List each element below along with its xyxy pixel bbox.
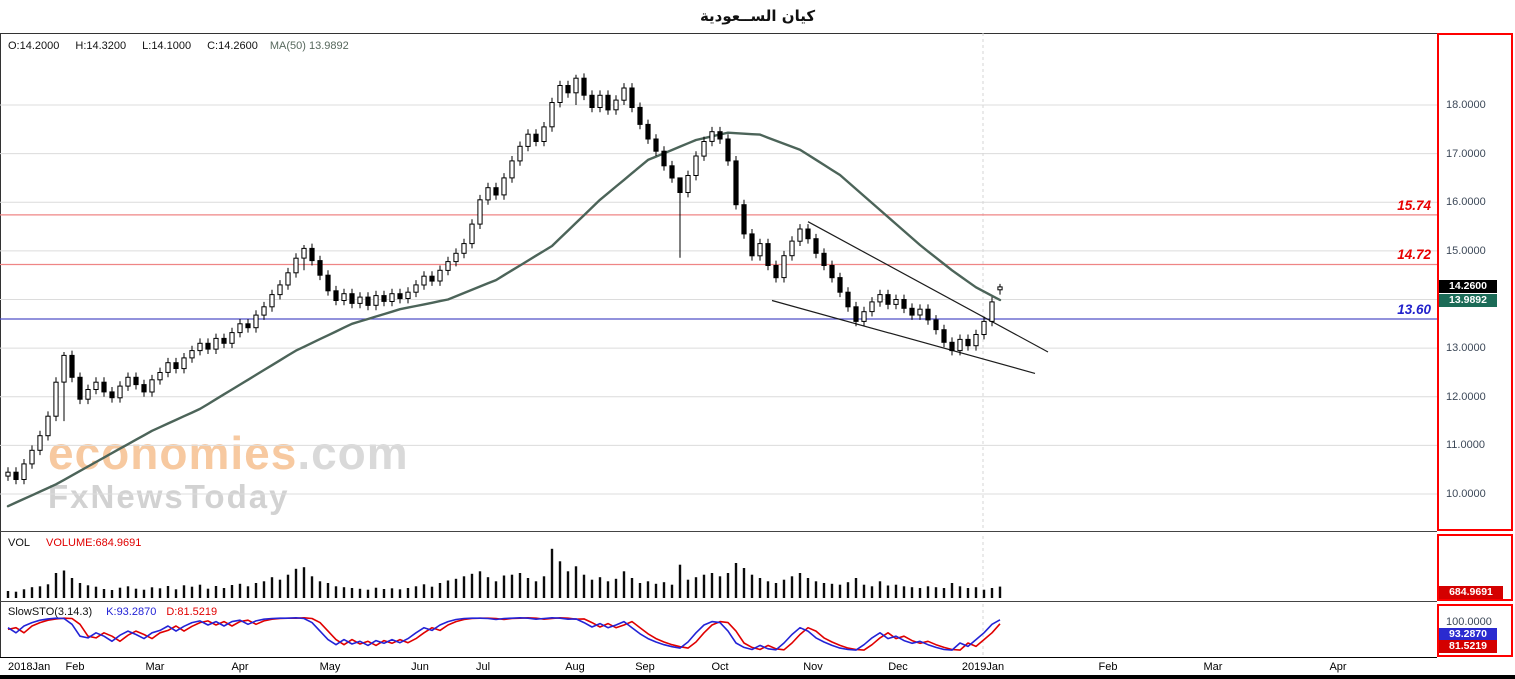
x-axis-label: Jun <box>411 661 429 673</box>
watermark-brand: economies.com <box>48 427 409 479</box>
candles <box>5 73 1003 485</box>
y-axis-label: 13.0000 <box>1446 342 1486 355</box>
d-line <box>7 617 1001 651</box>
y-axis-label: 12.0000 <box>1446 390 1486 403</box>
high-value: H:14.3200 <box>75 40 127 52</box>
x-axis-label: Jul <box>475 661 491 673</box>
open-value: O:14.2000 <box>8 40 60 52</box>
volume-value: VOLUME:684.9691 <box>46 537 142 549</box>
frame-sto-bottom <box>0 657 1437 658</box>
price-chart-canvas <box>0 33 1437 531</box>
level-label: 13.60 <box>1397 301 1431 317</box>
x-axis-label: Nov <box>803 661 823 673</box>
d-value: D:81.5219 <box>166 606 218 618</box>
volume-panel: VOL VOLUME:684.9691 <box>0 534 1437 601</box>
watermark-tagline: FxNewsToday <box>48 478 290 516</box>
y-axis-label: 17.0000 <box>1446 147 1486 160</box>
ma-value-badge: 13.9892 <box>1439 293 1497 307</box>
x-axis-label: Aug <box>565 661 585 673</box>
k-value-badge: 93.2870 <box>1439 628 1497 641</box>
volume-bars <box>6 548 1002 598</box>
stochastic-canvas <box>7 604 1001 657</box>
support-resistance-lines <box>0 214 1437 320</box>
y-axis-label: 16.0000 <box>1446 196 1486 209</box>
stochastic-panel: SlowSTO(3.14.3) K:93.2870 D:81.5219 <box>0 604 1437 657</box>
close-value: C:14.2600 <box>207 40 258 52</box>
stochastic-axis: 100.0000 93.2870 81.5219 0.0000 <box>1437 604 1513 657</box>
k-line <box>7 617 1001 651</box>
price-axis: 14.2600 13.9892 18.0000 17.0000 16.0000 15.… <box>1437 33 1513 531</box>
x-axis-label: Mar <box>1203 661 1223 673</box>
volume-value-badge: 684.9691 <box>1439 586 1503 599</box>
volume-header: VOL VOLUME:684.9691 <box>8 537 141 549</box>
volume-axis: 684.9691 <box>1437 534 1513 601</box>
ma50-line <box>6 131 1002 508</box>
frame-top <box>0 33 1437 34</box>
volume-label: VOL <box>8 537 31 549</box>
x-axis-label: Feb <box>65 661 85 673</box>
x-axis-label: 2019Jan <box>961 661 1005 673</box>
frame-left <box>0 33 1 657</box>
x-axis-label: Oct <box>711 661 729 673</box>
watermark: economies.com FxNewsToday <box>48 429 409 515</box>
x-axis-label: Apr <box>1329 661 1347 673</box>
d-value-badge: 81.5219 <box>1439 640 1497 653</box>
gridlines <box>0 104 1437 495</box>
low-value: L:14.1000 <box>142 40 192 52</box>
stochastic-label: SlowSTO(3.14.3) <box>8 606 93 618</box>
y-axis-label: 10.0000 <box>1446 488 1486 501</box>
time-axis: 2018Jan Feb Mar Apr May Jun Jul Aug Sep Oct Nov Dec… <box>0 659 1515 675</box>
x-axis-label: Feb <box>1098 661 1118 673</box>
x-axis-label: May <box>319 661 341 673</box>
x-axis-label: Apr <box>231 661 249 673</box>
y-axis-label: 18.0000 <box>1446 98 1486 111</box>
trendlines <box>771 221 1049 374</box>
x-axis-label: 2018Jan <box>8 661 51 673</box>
x-axis-label: Mar <box>145 661 165 673</box>
last-price-badge: 14.2600 <box>1439 280 1497 294</box>
y-axis-label: 15.0000 <box>1446 244 1486 257</box>
level-label: 15.74 <box>1397 197 1431 213</box>
x-axis-label: Sep <box>635 661 655 673</box>
bottom-bar <box>0 675 1515 679</box>
main-price-panel: economies.com FxNewsToday O:14.2000 H:14.… <box>0 33 1437 531</box>
stochastic-header: SlowSTO(3.14.3) K:93.2870 D:81.5219 <box>8 606 217 618</box>
x-axis-label: Dec <box>888 661 908 673</box>
ohlc-header: O:14.2000 H:14.3200 L:14.1000 C:14.2600 MA(5… <box>8 40 349 52</box>
frame-main-bottom <box>0 531 1437 532</box>
y-axis-label: 11.0000 <box>1446 439 1485 452</box>
frame-vol-bottom <box>0 601 1437 602</box>
level-label: 14.72 <box>1397 247 1431 263</box>
stochastic-axis-100: 100.0000 <box>1446 616 1492 628</box>
chart-title: كيان الســعودية <box>699 7 816 25</box>
ma50-label: MA(50) 13.9892 <box>269 40 349 52</box>
volume-canvas <box>6 536 1002 600</box>
k-value: K:93.2870 <box>106 606 157 618</box>
